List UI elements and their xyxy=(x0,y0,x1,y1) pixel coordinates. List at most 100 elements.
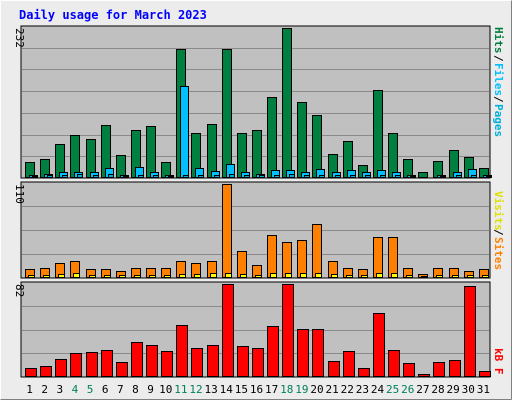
hits-bar xyxy=(237,133,247,178)
pages-bar xyxy=(214,175,220,178)
pages-bar xyxy=(395,175,401,178)
visits-bar xyxy=(285,273,292,278)
visits-bar xyxy=(376,273,383,278)
sites-bar xyxy=(297,240,307,278)
sites-bar xyxy=(388,237,398,278)
visits-bar xyxy=(194,274,201,278)
kbf-bar xyxy=(343,351,355,377)
hits-bar xyxy=(207,124,217,178)
pages-bar xyxy=(108,174,114,178)
x-tick-label: 20 xyxy=(310,383,323,396)
x-tick-label: 31 xyxy=(477,383,490,396)
hits-bar xyxy=(267,97,277,178)
sites-bar xyxy=(237,251,247,278)
sites-bar xyxy=(373,237,383,278)
legend-separator: / xyxy=(492,229,505,236)
visits-bar xyxy=(482,275,489,278)
kbf-bar xyxy=(191,348,203,377)
x-tick-label: 7 xyxy=(117,383,124,396)
x-tick-label: 4 xyxy=(72,383,79,396)
sites-bar xyxy=(222,184,232,278)
x-tick-label: 15 xyxy=(235,383,248,396)
x-tick-label: 17 xyxy=(265,383,278,396)
pages-bar xyxy=(274,175,280,178)
legend-separator: / xyxy=(492,96,505,103)
x-tick-label: 21 xyxy=(326,383,339,396)
pages-bar xyxy=(350,175,356,178)
kbf-bar xyxy=(297,329,309,377)
visits-bar xyxy=(331,274,338,278)
pages-bar xyxy=(198,175,204,178)
visits-bar xyxy=(406,275,413,278)
visits-bar xyxy=(391,273,398,278)
hits-bar xyxy=(252,130,262,178)
pages-bar xyxy=(168,176,174,178)
pages-bar xyxy=(486,176,492,178)
x-tick-label: 3 xyxy=(57,383,64,396)
hits-bar xyxy=(70,135,80,178)
legend-separator: / xyxy=(492,55,505,62)
pages-bar xyxy=(365,175,371,178)
x-tick-label: 13 xyxy=(204,383,217,396)
legend-pages: Pages xyxy=(492,104,505,137)
files-bar xyxy=(180,86,189,178)
y-max-label: 110 xyxy=(13,184,26,204)
x-tick-label: 24 xyxy=(371,383,385,396)
x-tick-label: 11 xyxy=(174,383,187,396)
x-tick-label: 29 xyxy=(447,383,460,396)
hits-bar xyxy=(297,102,307,178)
visits-bar xyxy=(436,275,443,278)
pages-bar xyxy=(153,175,159,178)
visits-bar xyxy=(240,274,247,278)
kbf-bar xyxy=(237,346,249,377)
kbf-bar xyxy=(101,350,113,377)
kbf-bar xyxy=(176,325,188,377)
kbf-bar xyxy=(55,359,67,377)
pages-bar xyxy=(32,176,38,178)
x-tick-label: 28 xyxy=(431,383,444,396)
x-tick-label: 14 xyxy=(220,383,234,396)
visits-bar xyxy=(134,275,141,278)
visits-bar xyxy=(467,275,474,278)
kbf-bar xyxy=(146,345,158,377)
pages-bar xyxy=(410,176,416,178)
kbf-bar xyxy=(312,329,324,377)
pages-bar xyxy=(229,174,235,178)
visits-bar xyxy=(452,275,459,278)
kbf-bar xyxy=(479,371,491,377)
kbf-bar xyxy=(358,368,370,377)
pages-bar xyxy=(456,175,462,178)
kbf-bar xyxy=(70,353,82,377)
pages-bar xyxy=(62,175,68,178)
hits-bar xyxy=(388,133,398,178)
kbf-bar xyxy=(328,361,340,377)
x-tick-label: 23 xyxy=(356,383,369,396)
kbf-bar xyxy=(131,342,143,377)
pages-bar xyxy=(138,175,144,178)
x-tick-label: 25 xyxy=(386,383,399,396)
kbf-bar xyxy=(267,326,279,377)
x-tick-label: 6 xyxy=(102,383,109,396)
x-tick-label: 30 xyxy=(462,383,475,396)
kbf-bar xyxy=(207,345,219,377)
visits-bar xyxy=(255,275,262,278)
pages-bar xyxy=(289,174,295,178)
legend-files: Files xyxy=(492,63,505,96)
hits-bar xyxy=(146,126,156,178)
pages-bar xyxy=(319,175,325,178)
visits-bar xyxy=(179,274,186,278)
legend-sites: Sites xyxy=(492,237,505,270)
kbf-bar xyxy=(464,286,476,377)
pages-bar xyxy=(440,176,446,178)
pages-bar xyxy=(77,174,83,178)
pages-bar xyxy=(380,175,386,178)
kbf-bar xyxy=(282,284,294,377)
x-tick-label: 2 xyxy=(41,383,48,396)
kbf-bar xyxy=(433,362,445,377)
pages-bar xyxy=(183,175,189,178)
hits-bar xyxy=(403,159,413,178)
kbf-bar xyxy=(449,360,461,377)
visits-bar xyxy=(104,275,111,278)
